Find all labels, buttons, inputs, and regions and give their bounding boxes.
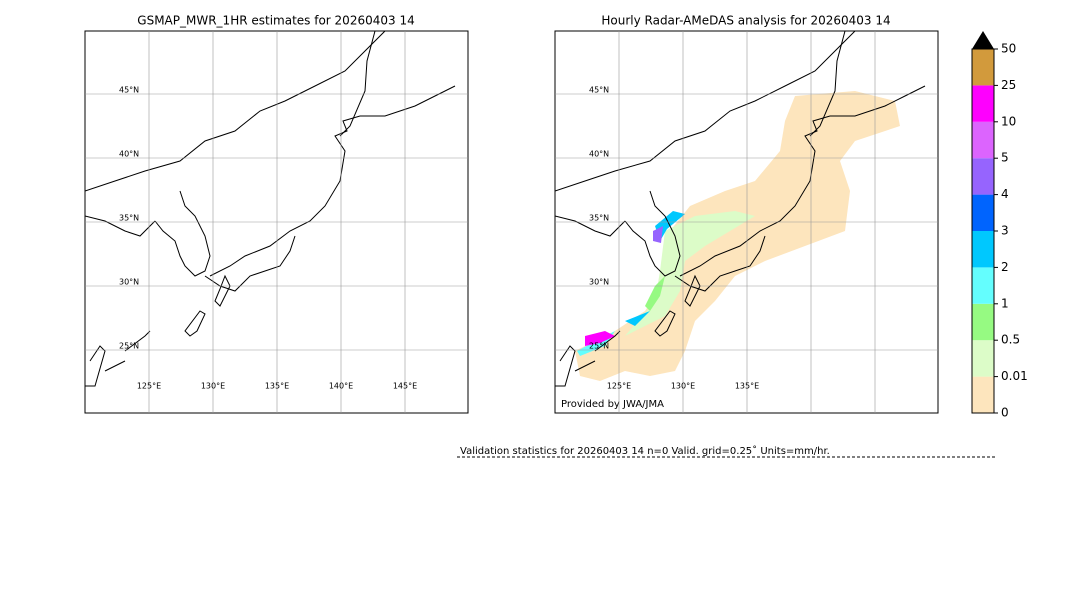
validation-text: Validation statistics for 20260403 14 n=…	[460, 445, 830, 457]
credit: Provided by JWA/JMA	[561, 399, 664, 410]
colorbar-label: 0.5	[1001, 333, 1020, 347]
colorbar-label: 50	[1001, 42, 1016, 56]
colorbar-label: 2	[1001, 260, 1009, 274]
lat-label: 35°N	[589, 214, 609, 223]
colorbar-label: 4	[1001, 187, 1009, 201]
colorbar-bin	[972, 85, 994, 122]
colorbar-extend	[972, 31, 994, 49]
lat-label: 25°N	[119, 342, 139, 351]
colorbar-label: 0	[1001, 406, 1009, 420]
lon-label: 125°E	[137, 382, 161, 391]
lat-label: 25°N	[589, 342, 609, 351]
colorbar-label: 1	[1001, 296, 1009, 310]
colorbar-label: 25	[1001, 78, 1016, 92]
lat-label: 30°N	[589, 278, 609, 287]
panel-title: Hourly Radar-AMeDAS analysis for 2026040…	[601, 14, 890, 28]
lon-label: 135°E	[265, 382, 289, 391]
colorbar-bin	[972, 267, 994, 304]
colorbar-bin	[972, 194, 994, 231]
lat-label: 35°N	[119, 214, 139, 223]
lon-label: 125°E	[607, 382, 631, 391]
lat-label: 45°N	[589, 86, 609, 95]
lon-label: 130°E	[671, 382, 695, 391]
lon-label: 140°E	[329, 382, 353, 391]
lat-label: 40°N	[119, 150, 139, 159]
colorbar-bin	[972, 158, 994, 195]
colorbar-label: 10	[1001, 114, 1016, 128]
lat-label: 40°N	[589, 150, 609, 159]
lat-label: 45°N	[119, 86, 139, 95]
colorbar-bin	[972, 340, 994, 377]
colorbar-bin	[972, 376, 994, 413]
lon-label: 130°E	[201, 382, 225, 391]
colorbar-bin	[972, 231, 994, 268]
colorbar-bin	[972, 303, 994, 341]
lon-label: 145°E	[393, 382, 417, 391]
colorbar-bin	[972, 121, 994, 159]
colorbar-label: 0.01	[1001, 369, 1028, 383]
lon-label: 135°E	[735, 382, 759, 391]
lat-label: 30°N	[119, 278, 139, 287]
panel-title: GSMAP_MWR_1HR estimates for 20260403 14	[137, 14, 414, 28]
colorbar-bin	[972, 49, 994, 86]
colorbar-label: 5	[1001, 151, 1009, 165]
colorbar-label: 3	[1001, 224, 1009, 238]
